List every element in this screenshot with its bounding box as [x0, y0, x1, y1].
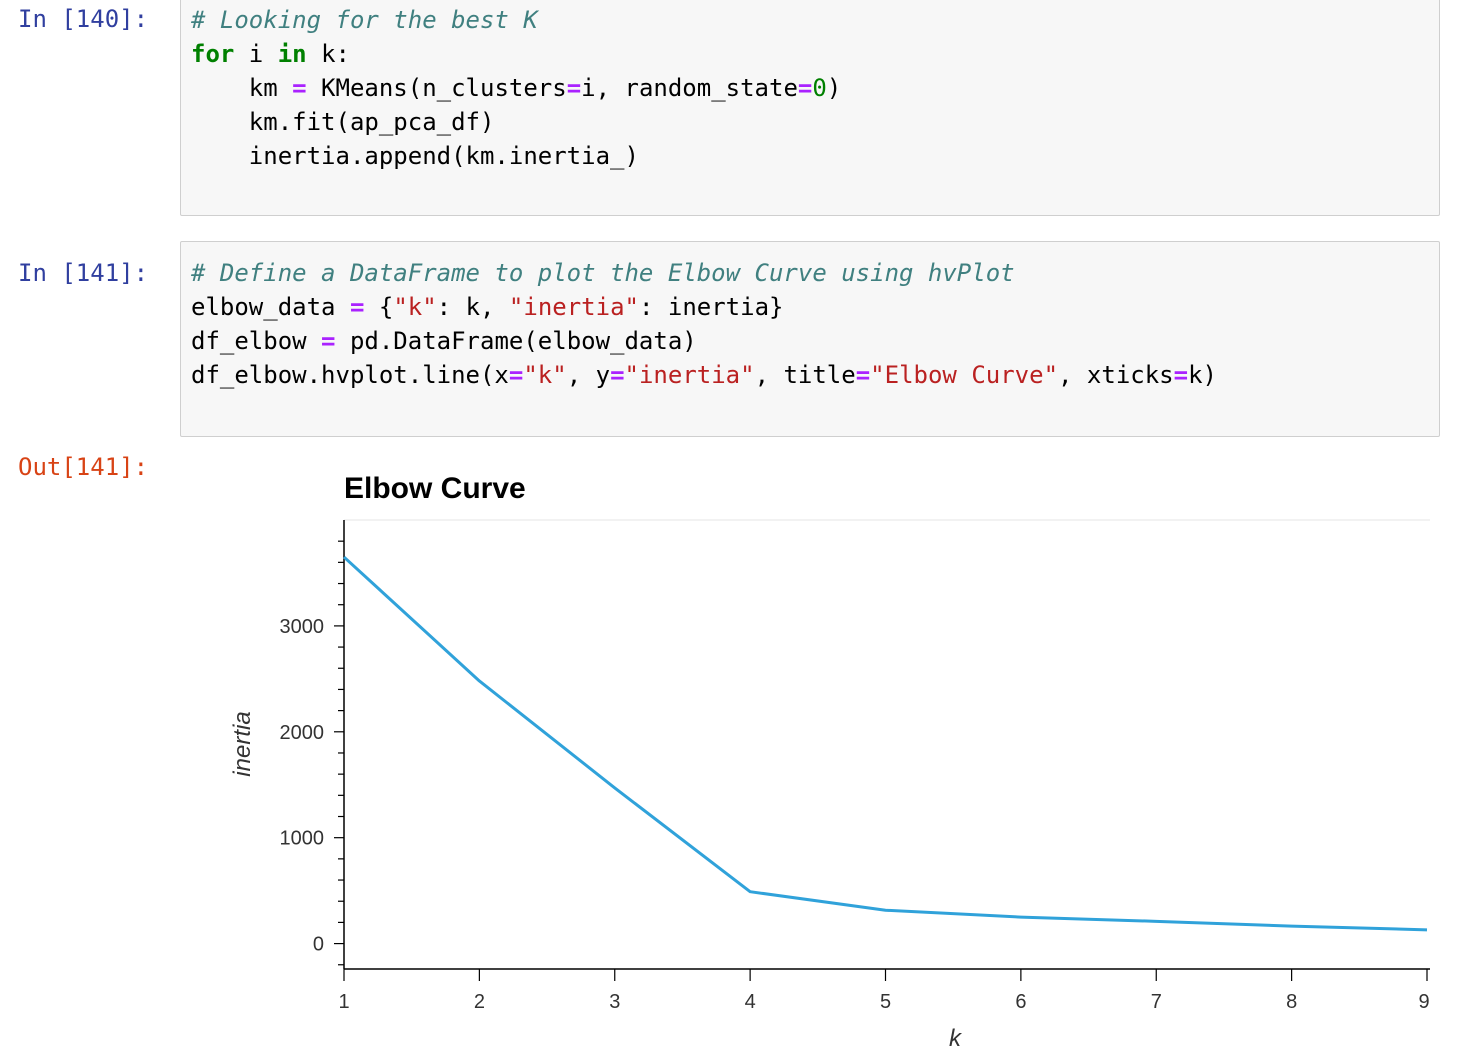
code-token: df_elbow.hvplot.line(x [191, 361, 509, 389]
x-tick-label: 7 [1151, 991, 1162, 1013]
code-token: { [364, 293, 394, 321]
code-token: = [1173, 361, 1189, 389]
input-prompt-140: In [140]: [18, 5, 149, 33]
code-line: df_elbow.hvplot.line(x="k", y="inertia",… [191, 358, 1217, 392]
x-tick-label: 8 [1286, 991, 1297, 1013]
code-line: for i in k: [191, 37, 841, 71]
code-token: for [191, 40, 235, 68]
x-tick-label: 4 [745, 991, 756, 1013]
x-tick-label: 2 [474, 991, 485, 1013]
code-token: = [508, 361, 524, 389]
code-token: "k" [523, 361, 567, 389]
code-token: i, random_state [581, 74, 798, 102]
x-tick-label: 9 [1418, 991, 1429, 1013]
x-axis-ticks: 1 2 3 4 5 6 7 8 9 [338, 969, 1430, 1013]
code-line: km.fit(ap_pca_df) [191, 105, 841, 139]
x-tick-label: 3 [609, 991, 620, 1013]
output-prompt-141: Out[141]: [18, 453, 149, 481]
code-token: 0 [812, 74, 827, 102]
code-line: km = KMeans(n_clusters=i, random_state=0… [191, 71, 841, 105]
code-line: elbow_data = {"k": k, "inertia": inertia… [191, 290, 1217, 324]
code-token: km [191, 74, 293, 102]
code-token: "inertia" [508, 293, 639, 321]
code-token: = [855, 361, 871, 389]
code-token: k) [1188, 361, 1217, 389]
code-token: # Looking for the best K [191, 6, 538, 34]
code-token: , title [754, 361, 856, 389]
y-tick-label: 1000 [280, 828, 325, 850]
code-token: = [797, 74, 813, 102]
x-axis-label: k [949, 1025, 963, 1052]
code-token: : k, [436, 293, 509, 321]
code-cell-140[interactable]: # Looking for the best K for i in k: km =… [180, 0, 1440, 216]
code-token: km.fit(ap_pca_df) [191, 108, 495, 136]
code-token: = [566, 74, 582, 102]
code-token: in [277, 40, 307, 68]
y-tick-label: 3000 [280, 616, 325, 638]
code-token: "inertia" [624, 361, 755, 389]
code-token: i [234, 40, 278, 68]
inertia-line [342, 555, 1428, 932]
y-axis-label: inertia [229, 711, 256, 776]
x-tick-label: 6 [1015, 991, 1026, 1013]
code-token: , xticks [1058, 361, 1174, 389]
code-line: inertia.append(km.inertia_) [191, 139, 841, 173]
code-token: "k" [393, 293, 437, 321]
code-token: ) [826, 74, 842, 102]
code-token: = [292, 74, 307, 102]
code-token: elbow_data [191, 293, 350, 321]
code-token: = [610, 361, 625, 389]
code-token: k: [306, 40, 350, 68]
code-token: = [321, 327, 336, 355]
code-line: # Looking for the best K [191, 3, 841, 37]
code-token: KMeans(n_clusters [306, 74, 567, 102]
code-editor-141[interactable]: # Define a DataFrame to plot the Elbow C… [191, 256, 1217, 392]
code-token: pd.DataFrame(elbow_data) [335, 327, 697, 355]
code-token: : inertia} [638, 293, 784, 321]
chart-title: Elbow Curve [344, 472, 526, 505]
code-token: = [349, 293, 365, 321]
y-axis-ticks: 0 1000 2000 3000 [280, 540, 344, 966]
code-cell-141[interactable]: # Define a DataFrame to plot the Elbow C… [180, 241, 1440, 437]
y-tick-label: 0 [313, 934, 324, 956]
x-tick-label: 1 [338, 991, 349, 1013]
x-tick-label: 5 [880, 991, 891, 1013]
code-line: df_elbow = pd.DataFrame(elbow_data) [191, 324, 1217, 358]
y-tick-label: 2000 [280, 722, 325, 744]
input-prompt-141: In [141]: [18, 259, 149, 287]
code-line: # Define a DataFrame to plot the Elbow C… [191, 256, 1217, 290]
code-token: , y [566, 361, 611, 389]
code-token: df_elbow [191, 327, 322, 355]
code-token: inertia.append(km.inertia_) [191, 142, 639, 170]
code-token: # Define a DataFrame to plot the Elbow C… [191, 259, 1015, 287]
code-editor-140[interactable]: # Looking for the best K for i in k: km =… [191, 3, 841, 173]
code-token: "Elbow Curve" [870, 361, 1059, 389]
